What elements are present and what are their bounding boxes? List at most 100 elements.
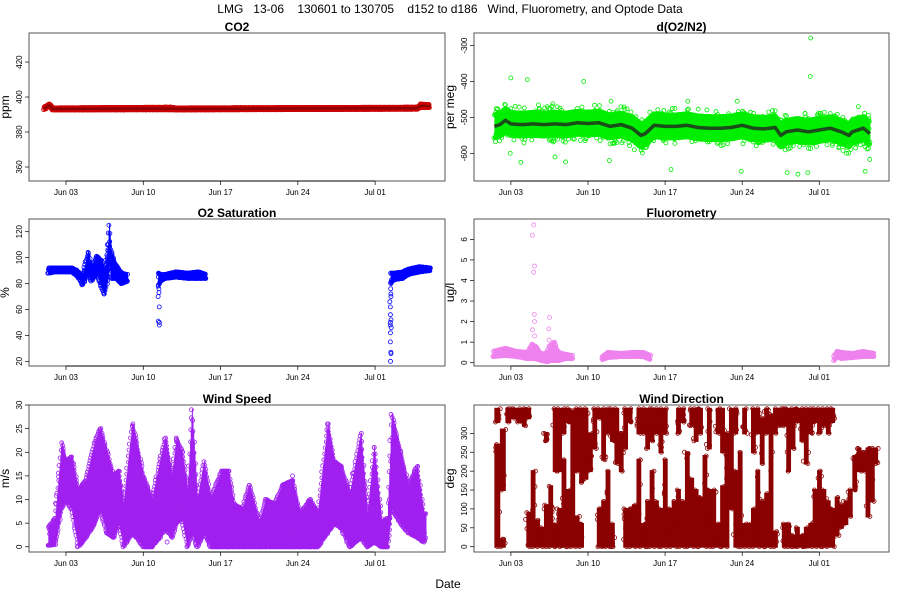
data-point [693,138,698,144]
data-point [546,137,552,143]
data-point [530,109,535,115]
data-point [730,131,735,137]
data-point [597,107,602,113]
data-point [644,136,650,141]
outlier-point [738,168,744,174]
data-point [653,131,659,137]
data-point [854,141,860,147]
data-point [830,140,836,146]
data-point [837,122,843,127]
data-point [766,109,772,115]
data-point [726,111,731,117]
outlier-point [581,79,587,84]
data-point [529,137,535,143]
data-point [808,137,814,143]
data-point [830,114,836,120]
data-point [827,111,833,117]
data-point [790,142,796,148]
data-point [628,119,634,125]
x-tick-label: Jun 10 [576,188,601,197]
data-point [586,112,592,118]
data-point [592,108,598,113]
data-point [856,114,862,120]
data-point [782,120,788,126]
data-point [623,116,629,122]
data-point [824,142,830,148]
y-axis-label: ppm [0,95,12,118]
data-point [644,142,650,148]
data-point [516,104,522,110]
data-point [738,112,744,118]
data-point [785,146,791,152]
data-point [704,107,710,113]
data-point [536,106,542,112]
data-point [791,122,796,128]
data-point [624,106,630,112]
band-slice [99,257,101,282]
data-point [778,123,784,129]
data-point [805,116,811,121]
outlier-point [508,75,514,81]
outlier-point [503,102,508,108]
data-point [785,122,790,127]
data-point [511,137,517,143]
data-point [639,117,645,123]
data-point [838,122,844,128]
data-point [814,144,819,149]
data-point [507,129,512,135]
data-point [803,122,809,128]
outlier-point [734,98,740,104]
x-tick-label: Jun 10 [131,188,156,197]
data-point [754,139,760,145]
data-point [741,110,747,116]
data-point [578,137,583,143]
data-layer [45,222,433,364]
data-point [651,138,657,144]
data-point [561,134,567,139]
data-point [597,138,603,144]
outlier-point [668,167,674,172]
data-point [495,129,501,135]
outlier-point [855,104,861,110]
data-point [683,116,689,122]
data-point [688,130,694,136]
band-slice [100,258,102,286]
band-slice [88,251,90,275]
data-point [846,150,852,156]
outlier-point [784,170,790,176]
data-point [570,129,576,134]
data-point [612,138,618,144]
data-point [819,123,825,128]
data-point [787,143,793,148]
data-point [829,143,835,148]
data-point [714,140,720,146]
data-point [686,106,691,112]
data-point [828,132,834,138]
outlier-point [518,159,524,165]
data-point [671,136,677,142]
data-point [757,136,763,141]
data-point [536,115,541,121]
band-slice [101,259,103,288]
data-point [559,134,565,139]
data-point [860,133,866,139]
band-slice [98,257,100,281]
data-point [550,139,556,145]
data-point [695,106,701,112]
data-point [548,116,554,122]
data-point [493,139,498,145]
data-point [720,142,726,148]
outlier-point [807,74,813,79]
data-point [495,106,500,112]
data-point [553,114,559,120]
outlier-point [524,77,530,83]
x-tick-label: Jun 24 [730,188,755,197]
data-point [565,136,571,142]
data-point [576,114,582,120]
data-point [574,106,580,111]
data-layer [41,101,432,113]
data-point [579,132,585,138]
data-point [537,128,543,133]
data-point [747,137,752,143]
